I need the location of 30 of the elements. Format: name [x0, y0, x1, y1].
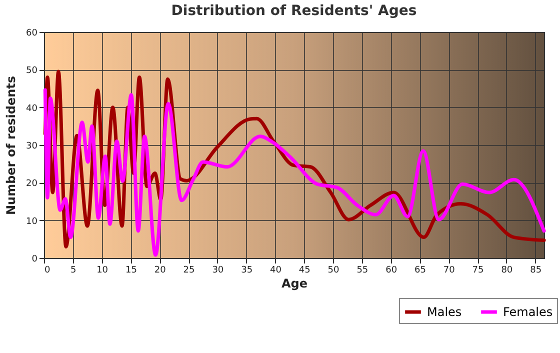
y-tick-label: 40 — [26, 104, 38, 114]
x-tick-label: 80 — [501, 266, 513, 276]
legend-label: Females — [503, 305, 553, 319]
x-tick-label: 15 — [125, 266, 137, 276]
x-tick-label: 65 — [414, 266, 426, 276]
y-tick-label: 0 — [32, 254, 38, 264]
y-tick-label: 50 — [26, 66, 38, 76]
x-tick-label: 55 — [356, 266, 368, 276]
x-tick-label: 30 — [212, 266, 224, 276]
x-tick-label: 35 — [241, 266, 253, 276]
x-tick-label: 0 — [44, 266, 50, 276]
x-axis-title: Age — [281, 276, 308, 290]
y-tick-label: 60 — [26, 28, 38, 38]
x-tick-label: 50 — [328, 266, 340, 276]
y-tick-label: 10 — [26, 216, 38, 227]
y-tick-label: 30 — [26, 142, 38, 152]
x-tick-label: 60 — [386, 266, 398, 276]
x-tick-label: 10 — [96, 266, 108, 276]
x-tick-label: 40 — [270, 266, 282, 276]
x-tick-label: 20 — [154, 266, 166, 276]
x-tick-label: 45 — [298, 266, 310, 276]
x-tick-label: 25 — [183, 266, 195, 276]
chart-title: Distribution of Residents' Ages — [171, 3, 417, 19]
x-tick-label: 85 — [530, 266, 542, 276]
legend-label: Males — [427, 305, 462, 319]
y-tick-label: 20 — [26, 179, 38, 190]
x-tick-label: 75 — [472, 266, 484, 276]
x-tick-label: 70 — [443, 266, 456, 276]
y-axis-title: Number of residents — [4, 76, 18, 216]
x-tick-label: 5 — [70, 266, 76, 276]
